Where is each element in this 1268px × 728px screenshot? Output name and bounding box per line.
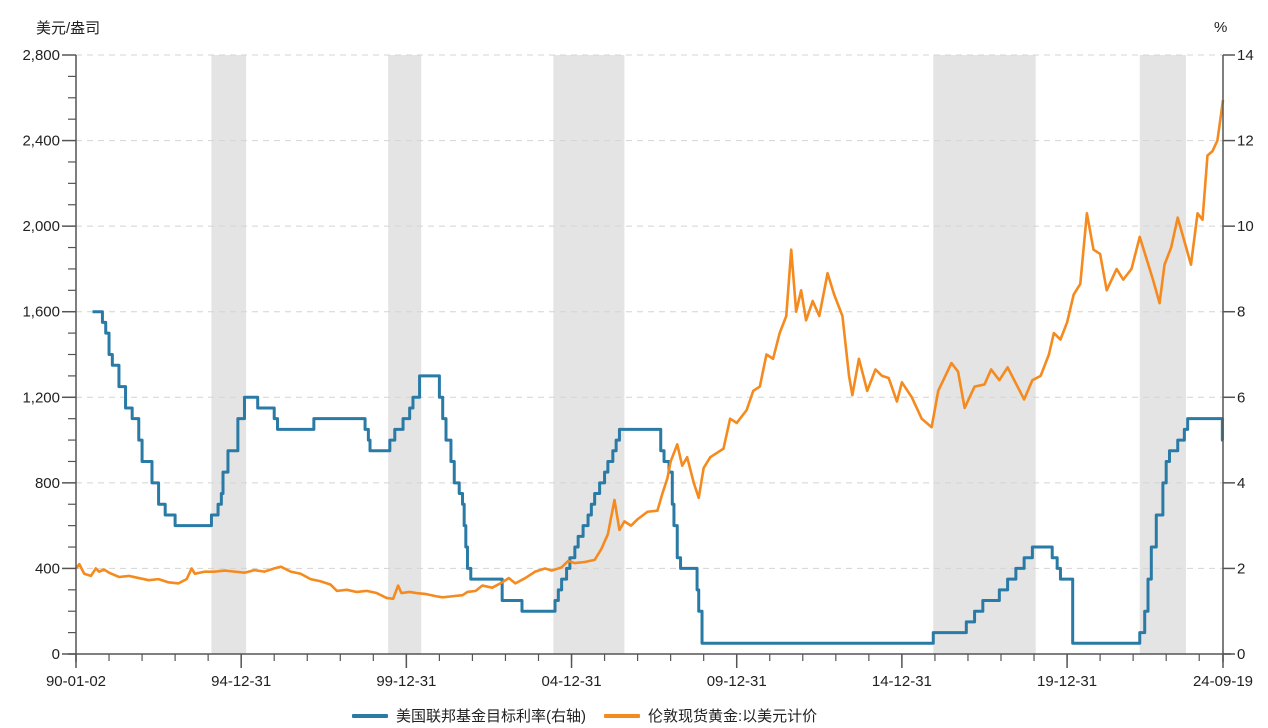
left-axis-tick-label: 1,200	[22, 389, 60, 406]
left-axis-unit-label: 美元/盎司	[36, 20, 101, 37]
gold-price-path	[74, 99, 1225, 601]
x-axis-tick-label: 19-12-31	[1037, 673, 1097, 690]
left-axis-tick-label: 2,400	[22, 133, 60, 150]
shaded-band	[553, 55, 625, 654]
axes: 0 400 800 1,200 1,600 2,000 2,400 2,800 0 2 4 6 8 10 1…	[22, 47, 1253, 690]
left-axis-tick-label: 2,000	[22, 218, 60, 235]
right-axis-tick-label: 4	[1237, 475, 1245, 492]
shaded-band	[211, 55, 247, 654]
legend-item-gold-price[interactable]: 伦敦现货黄金:以美元计价	[604, 705, 817, 726]
x-axis-tick-label: 24-09-19	[1193, 673, 1253, 690]
right-axis-tick-label: 8	[1237, 304, 1245, 321]
dual-axis-line-chart: 0 400 800 1,200 1,600 2,000 2,400 2,800 0 2 4 6 8 10 1…	[22, 47, 1253, 690]
left-axis-tick-label: 800	[35, 475, 60, 492]
left-axis-tick-label: 0	[52, 646, 60, 663]
right-axis-tick-label: 14	[1237, 47, 1254, 64]
x-axis-tick-label: 94-12-31	[211, 673, 271, 690]
gold-price-line	[74, 99, 1225, 601]
x-axis-tick-label: 04-12-31	[542, 673, 602, 690]
right-axis-unit-label: %	[1214, 19, 1228, 36]
legend-swatch-blue	[352, 713, 388, 718]
right-axis-tick-label: 2	[1237, 560, 1245, 577]
legend-swatch-orange	[604, 713, 640, 718]
x-axis-tick-label: 14-12-31	[872, 673, 932, 690]
legend-label: 美国联邦基金目标利率(右轴)	[396, 708, 586, 725]
fed-funds-rate-line	[92, 310, 1224, 645]
x-axis-tick-label: 09-12-31	[707, 673, 767, 690]
chart-legend: 美国联邦基金目标利率(右轴) 伦敦现货黄金:以美元计价	[352, 705, 835, 726]
right-axis-tick-label: 6	[1237, 389, 1245, 406]
right-axis-tick-label: 12	[1237, 133, 1254, 150]
left-axis-tick-label: 1,600	[22, 304, 60, 321]
left-axis-tick-label: 400	[35, 560, 60, 577]
x-axis-tick-label: 99-12-31	[376, 673, 436, 690]
shaded-recession-bands	[211, 55, 1186, 654]
fed-rate-path	[92, 310, 1224, 645]
x-axis-tick-label: 90-01-02	[46, 673, 106, 690]
right-axis-tick-label: 0	[1237, 646, 1245, 663]
right-axis-tick-label: 10	[1237, 218, 1254, 235]
shaded-band	[388, 55, 422, 654]
legend-item-fed-rate[interactable]: 美国联邦基金目标利率(右轴)	[352, 705, 586, 726]
left-axis-tick-label: 2,800	[22, 47, 60, 64]
horizontal-gridlines	[76, 54, 1223, 569]
shaded-band	[933, 55, 1036, 654]
shaded-band	[1139, 55, 1186, 654]
legend-label: 伦敦现货黄金:以美元计价	[648, 708, 818, 725]
